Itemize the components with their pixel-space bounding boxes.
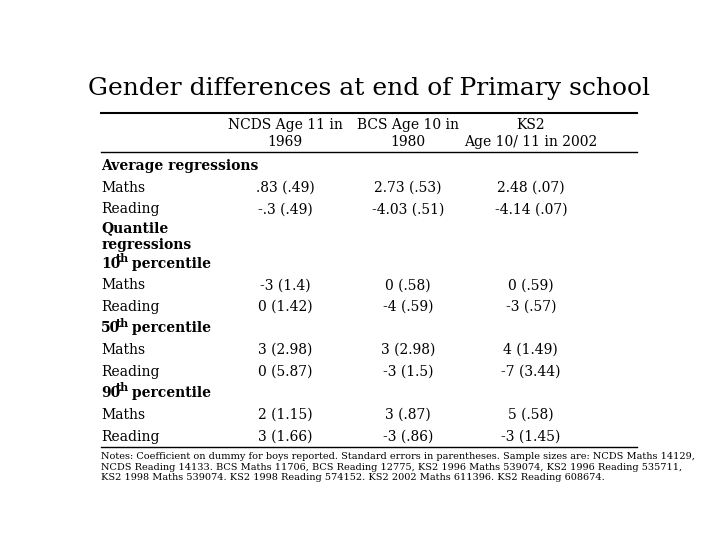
Text: 0 (.59): 0 (.59) bbox=[508, 278, 554, 292]
Text: Quantile
regressions: Quantile regressions bbox=[101, 221, 192, 252]
Text: 3 (2.98): 3 (2.98) bbox=[258, 343, 312, 357]
Text: -4.03 (.51): -4.03 (.51) bbox=[372, 202, 444, 217]
Text: percentile: percentile bbox=[127, 256, 212, 271]
Text: 3 (1.66): 3 (1.66) bbox=[258, 429, 312, 443]
Text: Maths: Maths bbox=[101, 278, 145, 292]
Text: 2.48 (.07): 2.48 (.07) bbox=[497, 181, 564, 195]
Text: -4 (.59): -4 (.59) bbox=[383, 300, 433, 314]
Text: Maths: Maths bbox=[101, 343, 145, 357]
Text: Maths: Maths bbox=[101, 408, 145, 422]
Text: BCS Age 10 in
1980: BCS Age 10 in 1980 bbox=[357, 118, 459, 149]
Text: 10: 10 bbox=[101, 256, 120, 271]
Text: th: th bbox=[116, 318, 129, 328]
Text: 4 (1.49): 4 (1.49) bbox=[503, 343, 558, 357]
Text: .83 (.49): .83 (.49) bbox=[256, 181, 315, 195]
Text: 3 (2.98): 3 (2.98) bbox=[381, 343, 436, 357]
Text: Maths: Maths bbox=[101, 181, 145, 195]
Text: 0 (.58): 0 (.58) bbox=[385, 278, 431, 292]
Text: -3 (1.5): -3 (1.5) bbox=[383, 364, 433, 379]
Text: -3 (1.45): -3 (1.45) bbox=[501, 429, 560, 443]
Text: -.3 (.49): -.3 (.49) bbox=[258, 202, 312, 217]
Text: 0 (5.87): 0 (5.87) bbox=[258, 364, 312, 379]
Text: 0 (1.42): 0 (1.42) bbox=[258, 300, 312, 314]
Text: -3 (.57): -3 (.57) bbox=[505, 300, 556, 314]
Text: Gender differences at end of Primary school: Gender differences at end of Primary sch… bbox=[88, 77, 650, 100]
Text: 2 (1.15): 2 (1.15) bbox=[258, 408, 312, 422]
Text: Average regressions: Average regressions bbox=[101, 159, 258, 173]
Text: KS2
Age 10/ 11 in 2002: KS2 Age 10/ 11 in 2002 bbox=[464, 118, 598, 149]
Text: 5 (.58): 5 (.58) bbox=[508, 408, 554, 422]
Text: 50: 50 bbox=[101, 321, 120, 335]
Text: -3 (.86): -3 (.86) bbox=[383, 429, 433, 443]
Text: NCDS Age 11 in
1969: NCDS Age 11 in 1969 bbox=[228, 118, 343, 149]
Text: Reading: Reading bbox=[101, 202, 160, 217]
Text: 90: 90 bbox=[101, 386, 120, 400]
Text: -7 (3.44): -7 (3.44) bbox=[501, 364, 561, 379]
Text: percentile: percentile bbox=[127, 386, 212, 400]
Text: Reading: Reading bbox=[101, 300, 160, 314]
Text: 2.73 (.53): 2.73 (.53) bbox=[374, 181, 442, 195]
Text: th: th bbox=[116, 382, 129, 393]
Text: -4.14 (.07): -4.14 (.07) bbox=[495, 202, 567, 217]
Text: Notes: Coefficient on dummy for boys reported. Standard errors in parentheses. S: Notes: Coefficient on dummy for boys rep… bbox=[101, 453, 695, 482]
Text: th: th bbox=[116, 253, 129, 264]
Text: 3 (.87): 3 (.87) bbox=[385, 408, 431, 422]
Text: Reading: Reading bbox=[101, 429, 160, 443]
Text: -3 (1.4): -3 (1.4) bbox=[260, 278, 310, 292]
Text: percentile: percentile bbox=[127, 321, 212, 335]
Text: Reading: Reading bbox=[101, 364, 160, 379]
